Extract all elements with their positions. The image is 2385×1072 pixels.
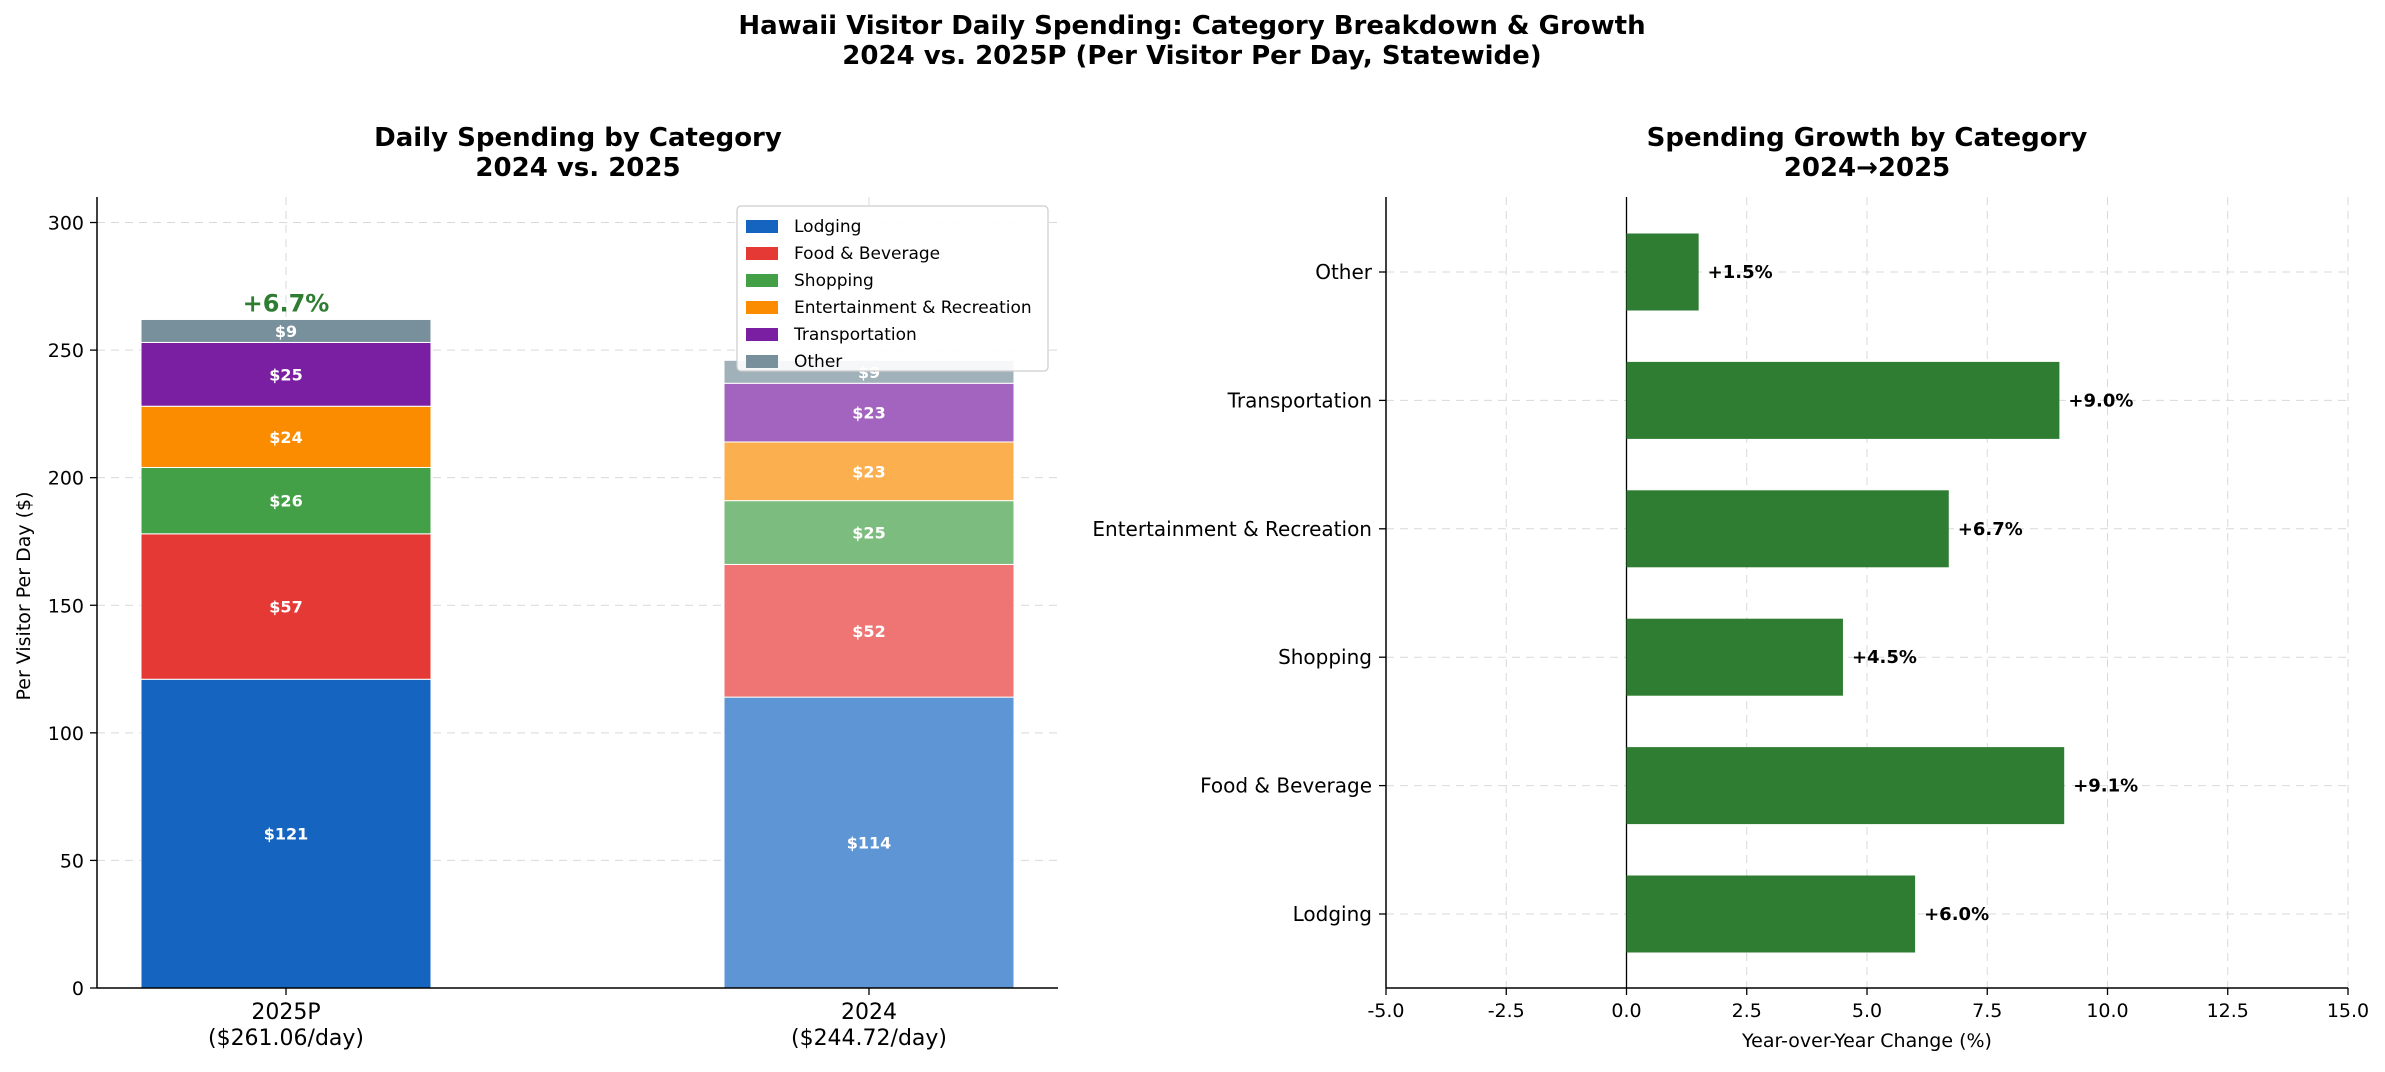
- x-tick-label: 5.0: [1852, 1000, 1882, 1022]
- y-category-label: Lodging: [1293, 902, 1372, 926]
- legend-swatch: [746, 274, 778, 287]
- y-tick-label: 250: [48, 340, 84, 362]
- segment-value-label: $23: [852, 404, 885, 423]
- x-tick-label: 10.0: [2086, 1000, 2128, 1022]
- x-tick-label: 15.0: [2327, 1000, 2369, 1022]
- segment-value-label: $121: [264, 825, 309, 844]
- stacked-bar-chart: Daily Spending by Category 2024 vs. 2025…: [13, 123, 1058, 1051]
- legend: Lodging Food & Beverage Shopping Entertainm…: [736, 205, 1049, 372]
- growth-value-label: +9.0%: [2068, 390, 2133, 411]
- x-tick-label: 7.5: [1972, 1000, 2002, 1022]
- segment-value-label: $23: [852, 462, 885, 481]
- segment-value-label: $9: [275, 322, 297, 341]
- x-category-label: 2024: [841, 1000, 897, 1025]
- stacked-bar-segment: [140, 318, 432, 343]
- stacked-bar-segment: [723, 696, 1015, 989]
- right-chart-title-line1: Spending Growth by Category: [1647, 123, 2088, 153]
- x-tick-label: -2.5: [1488, 1000, 1525, 1022]
- y-category-label: Other: [1315, 260, 1373, 284]
- stacked-bar-segment: [140, 466, 432, 535]
- y-category-label: Transportation: [1227, 388, 1372, 412]
- legend-entry-label: Other: [794, 352, 842, 372]
- growth-bar: [1626, 618, 1843, 696]
- growth-bar-chart: Spending Growth by Category 2024→2025 Ye…: [1092, 123, 2369, 1052]
- y-tick-label: 100: [48, 723, 84, 745]
- x-axis-label: Year-over-Year Change (%): [1741, 1030, 1992, 1052]
- x-category-sublabel: ($261.06/day): [208, 1026, 364, 1051]
- x-category-sublabel: ($244.72/day): [791, 1026, 947, 1051]
- y-category-label: Shopping: [1278, 645, 1372, 669]
- left-chart-title-line1: Daily Spending by Category: [374, 123, 782, 153]
- legend-entry-label: Entertainment & Recreation: [794, 298, 1032, 318]
- y-category-label: Entertainment & Recreation: [1092, 517, 1372, 541]
- x-tick-label: 0.0: [1611, 1000, 1641, 1022]
- left-chart-title-line2: 2024 vs. 2025: [475, 153, 680, 183]
- growth-value-label: +1.5%: [1708, 262, 1773, 283]
- growth-value-label: +9.1%: [2073, 776, 2138, 797]
- legend-swatch: [746, 247, 778, 260]
- y-tick-label: 50: [60, 850, 84, 872]
- segment-value-label: $57: [269, 598, 302, 617]
- legend-swatch: [746, 355, 778, 368]
- stacked-bar-segment: [140, 341, 432, 407]
- y-category-label: Food & Beverage: [1200, 774, 1372, 798]
- x-tick-label: 2.5: [1732, 1000, 1762, 1022]
- segment-value-label: $114: [847, 834, 892, 853]
- y-tick-label: 300: [48, 213, 84, 235]
- stacked-bar-segment: [140, 405, 432, 468]
- x-tick-label: 12.5: [2207, 1000, 2249, 1022]
- y-tick-label: 0: [72, 978, 84, 1000]
- stacked-bar-segment: [723, 441, 1015, 502]
- legend-entry-label: Transportation: [793, 325, 917, 345]
- legend-swatch: [746, 328, 778, 341]
- growth-annotation: +6.7%: [243, 289, 330, 317]
- right-chart-title-line2: 2024→2025: [1784, 153, 1951, 183]
- y-axis-label: Per Visitor Per Day ($): [13, 491, 35, 700]
- y-tick-label: 200: [48, 468, 84, 490]
- legend-swatch: [746, 301, 778, 314]
- growth-bar: [1626, 490, 1949, 568]
- x-category-label: 2025P: [251, 1000, 320, 1025]
- legend-box: [736, 205, 1049, 372]
- stacked-bar-segment: [723, 382, 1015, 443]
- legend-entry-label: Food & Beverage: [794, 244, 940, 264]
- segment-value-label: $24: [269, 428, 302, 447]
- growth-value-label: +6.0%: [1924, 904, 1989, 925]
- figure-title-line2: 2024 vs. 2025P (Per Visitor Per Day, Sta…: [842, 41, 1541, 71]
- growth-value-label: +6.7%: [1958, 519, 2023, 540]
- growth-value-label: +4.5%: [1852, 647, 1917, 668]
- segment-value-label: $25: [269, 365, 302, 384]
- legend-entry-label: Shopping: [794, 271, 874, 291]
- growth-bar: [1626, 875, 1916, 953]
- segment-value-label: $26: [269, 492, 302, 511]
- segment-value-label: $52: [852, 622, 885, 641]
- stacked-bar-segment: [140, 533, 432, 680]
- stacked-bar-segment: [723, 500, 1015, 565]
- segment-value-label: $25: [852, 524, 885, 543]
- legend-entry-label: Lodging: [794, 217, 861, 237]
- growth-bar: [1626, 747, 2065, 825]
- growth-bar: [1626, 233, 1699, 311]
- growth-bar: [1626, 361, 2060, 439]
- legend-swatch: [746, 220, 778, 233]
- x-tick-label: -5.0: [1367, 1000, 1404, 1022]
- figure-title-line1: Hawaii Visitor Daily Spending: Category …: [738, 11, 1645, 41]
- stacked-bar-segment: [140, 678, 432, 989]
- y-tick-label: 150: [48, 595, 84, 617]
- stacked-bar-segment: [723, 563, 1015, 698]
